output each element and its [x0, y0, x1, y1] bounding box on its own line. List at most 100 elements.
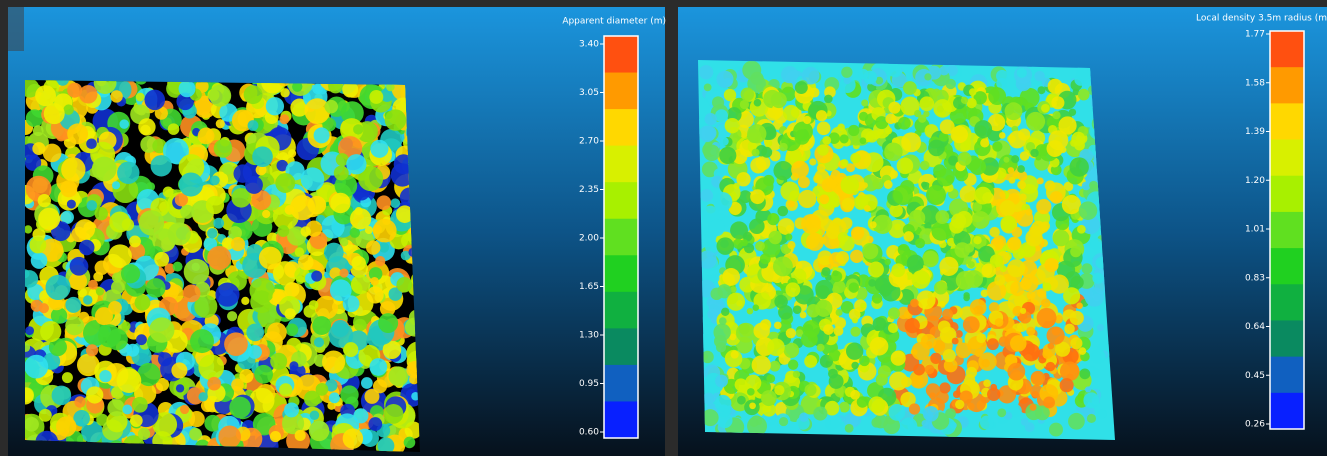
point-blob	[151, 155, 172, 176]
point-blob	[889, 404, 906, 421]
point-blob	[850, 153, 861, 164]
point-blob	[741, 87, 755, 101]
scale-band	[1270, 140, 1304, 177]
point-blob	[246, 323, 264, 341]
point-blob	[712, 96, 724, 108]
point-blob	[1017, 68, 1027, 78]
point-blob	[39, 303, 49, 313]
point-blob	[840, 159, 848, 167]
scale-band	[604, 328, 638, 365]
point-blob	[298, 254, 314, 270]
point-blob	[764, 283, 773, 292]
point-blob	[926, 383, 940, 397]
point-blob	[926, 185, 946, 205]
point-blob	[1017, 165, 1025, 173]
point-blob	[914, 110, 921, 117]
scale-band	[604, 292, 638, 329]
point-blob	[831, 170, 841, 180]
point-blob	[774, 322, 782, 330]
point-blob	[850, 327, 860, 337]
point-blob	[799, 413, 808, 422]
scale-label: 0.45	[1245, 371, 1265, 381]
point-blob	[108, 301, 122, 315]
point-blob	[1007, 237, 1021, 251]
point-blob	[841, 176, 860, 195]
point-blob	[939, 66, 949, 76]
point-blob	[750, 189, 765, 204]
point-blob	[1046, 362, 1055, 371]
point-blob	[888, 64, 902, 78]
point-blob	[286, 323, 299, 336]
point-blob	[716, 342, 726, 352]
point-blob	[138, 118, 155, 135]
point-blob	[829, 374, 844, 389]
page: Apparent diameter (m) Local density 3.5m…	[0, 0, 1327, 456]
point-blob	[800, 312, 807, 319]
point-blob	[154, 252, 169, 267]
point-blob	[259, 247, 282, 270]
point-blob	[266, 97, 284, 115]
point-blob	[83, 295, 92, 304]
point-blob	[850, 390, 860, 400]
point-blob	[245, 176, 263, 194]
point-blob	[725, 118, 740, 133]
point-blob	[722, 268, 740, 286]
point-blob	[860, 303, 866, 309]
point-blob	[279, 383, 292, 396]
point-blob	[749, 218, 765, 234]
point-blob	[1069, 109, 1076, 116]
point-blob	[850, 250, 863, 263]
point-blob	[1098, 410, 1106, 418]
point-blob	[924, 73, 931, 80]
scale-band	[1270, 67, 1304, 104]
point-blob	[781, 66, 798, 83]
point-blob	[1007, 363, 1025, 381]
scale-band	[1270, 212, 1304, 249]
point-blob	[29, 236, 46, 253]
point-blob	[56, 416, 76, 436]
screenshot: Apparent diameter (m) Local density 3.5m…	[0, 0, 1327, 456]
point-blob	[1037, 86, 1045, 94]
scale-band	[1270, 284, 1304, 321]
scale-band	[604, 109, 638, 146]
point-blob	[755, 418, 762, 425]
point-blob	[130, 414, 143, 427]
toolbar-stub[interactable]	[8, 7, 24, 51]
point-blob	[86, 344, 98, 356]
point-blob	[817, 144, 828, 155]
point-blob	[1005, 102, 1023, 120]
scale-band	[604, 73, 638, 110]
point-blob	[884, 180, 893, 189]
point-blob	[168, 123, 180, 135]
point-blob	[909, 403, 920, 414]
point-blob	[710, 288, 722, 300]
scale-band	[1270, 103, 1304, 140]
point-blob	[822, 267, 831, 276]
point-blob	[343, 295, 360, 312]
point-blob	[852, 137, 861, 146]
point-blob	[1068, 413, 1085, 430]
point-blob	[730, 221, 748, 239]
point-blob	[339, 268, 348, 277]
point-blob	[373, 219, 397, 243]
point-blob	[1049, 423, 1063, 437]
point-blob	[378, 313, 398, 333]
point-blob	[98, 324, 121, 347]
point-blob	[1085, 287, 1104, 306]
point-blob	[958, 152, 972, 166]
point-blob	[767, 338, 785, 356]
point-blob	[907, 255, 924, 272]
point-blob	[939, 257, 958, 276]
point-blob	[995, 318, 1004, 327]
point-blob	[705, 113, 717, 125]
point-blob	[1010, 335, 1027, 352]
point-blob	[180, 205, 194, 219]
point-blob	[713, 324, 730, 341]
point-blob	[871, 417, 881, 427]
point-blob	[254, 365, 273, 384]
point-blob	[771, 92, 787, 108]
point-blob	[973, 236, 981, 244]
scale-band	[1270, 248, 1304, 285]
point-blob	[912, 270, 931, 289]
point-blob	[1079, 347, 1087, 355]
